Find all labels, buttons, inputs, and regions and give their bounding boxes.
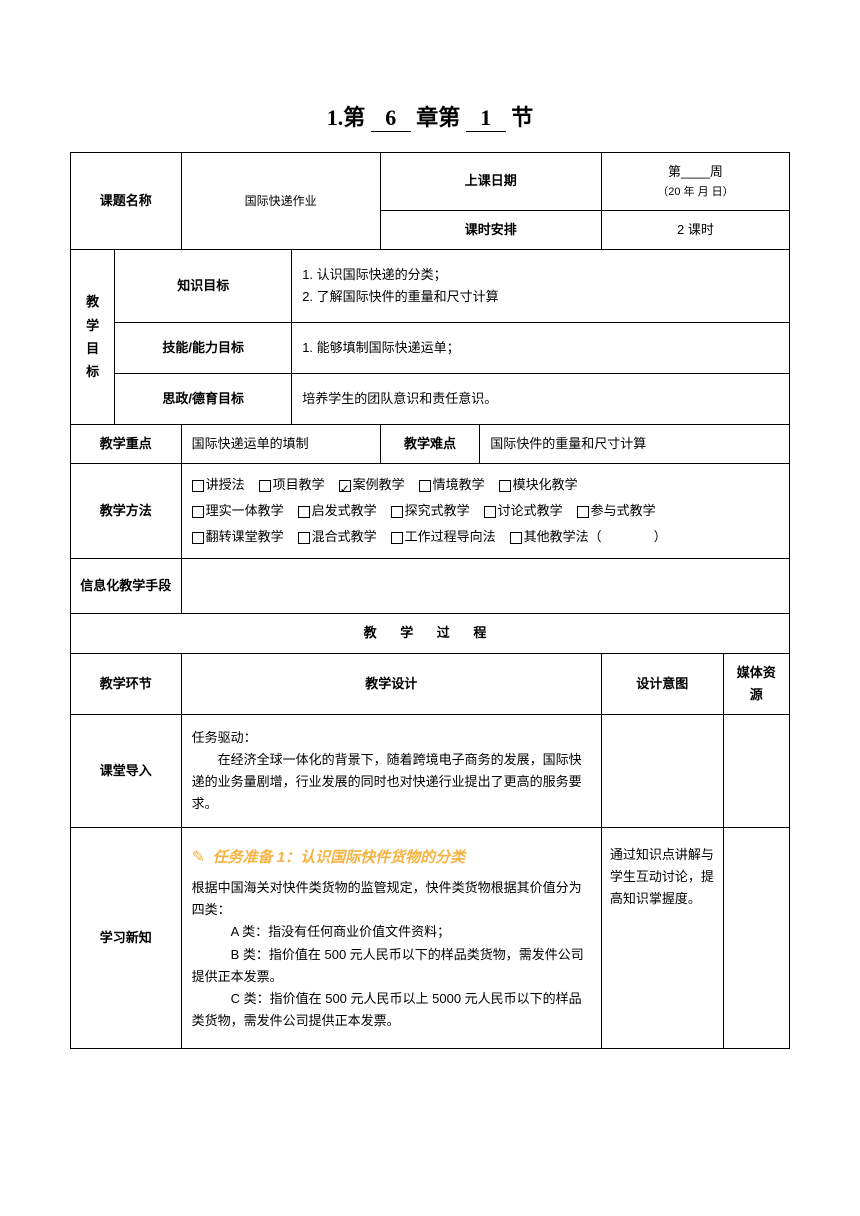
method-option: 讲授法 xyxy=(192,472,245,498)
learn-p3: B 类：指价值在 500 元人民币以下的样品类货物，需发件公司提供正本发票。 xyxy=(192,944,591,988)
col-intent: 设计意图 xyxy=(601,653,723,714)
method-option: 案例教学 xyxy=(339,472,405,498)
checkbox-icon xyxy=(339,480,351,492)
intro-media xyxy=(723,714,789,827)
method-text: 理实一体教学 xyxy=(206,503,284,518)
intro-content: 在经济全球一体化的背景下，随着跨境电子商务的发展，国际快递的业务量剧增，行业发展… xyxy=(192,749,591,815)
learn-p2: A 类：指没有任何商业价值文件资料； xyxy=(192,921,591,943)
info-content xyxy=(181,559,789,614)
moral-content: 培养学生的团队意识和责任意识。 xyxy=(292,374,790,425)
checkbox-icon xyxy=(298,532,310,544)
col-phase: 教学环节 xyxy=(71,653,182,714)
moral-label: 思政/德育目标 xyxy=(115,374,292,425)
page-title: 1.第 6 章第 1 节 xyxy=(70,100,790,132)
method-option: 讨论式教学 xyxy=(484,498,563,524)
date-label: 上课日期 xyxy=(380,153,601,211)
learn-p1: 根据中国海关对快件类货物的监管规定，快件类货物根据其价值分为四类： xyxy=(192,877,591,921)
checkbox-icon xyxy=(391,532,403,544)
checkbox-icon xyxy=(298,506,310,518)
checkbox-icon xyxy=(419,480,431,492)
skill-label: 技能/能力目标 xyxy=(115,323,292,374)
learn-label: 学习新知 xyxy=(71,828,182,1049)
method-text: 工作过程导向法 xyxy=(405,529,496,544)
method-text: 启发式教学 xyxy=(312,503,377,518)
skill-content: 1. 能够填制国际快递运单； xyxy=(292,323,790,374)
learn-p4: C 类：指价值在 500 元人民币以上 5000 元人民币以下的样品类货物，需发… xyxy=(192,988,591,1032)
knowledge-content: 1. 认识国际快递的分类； 2. 了解国际快件的重量和尺寸计算 xyxy=(292,249,790,322)
intro-design: 任务驱动： 在经济全球一体化的背景下，随着跨境电子商务的发展，国际快递的业务量剧… xyxy=(181,714,601,827)
method-text: 其他教学法（ ） xyxy=(524,529,667,544)
intro-task-label: 任务驱动： xyxy=(192,727,591,749)
info-label: 信息化教学手段 xyxy=(71,559,182,614)
method-text: 翻转课堂教学 xyxy=(206,529,284,544)
method-text: 讲授法 xyxy=(206,477,245,492)
difficulty-content: 国际快件的重量和尺寸计算 xyxy=(480,425,790,464)
method-option: 项目教学 xyxy=(259,472,325,498)
methods-label: 教学方法 xyxy=(71,464,182,559)
checkbox-icon xyxy=(484,506,496,518)
hours-value: 2 课时 xyxy=(601,210,789,249)
checkbox-icon xyxy=(510,532,522,544)
col-design: 教学设计 xyxy=(181,653,601,714)
method-option: 探究式教学 xyxy=(391,498,470,524)
method-option: 启发式教学 xyxy=(298,498,377,524)
learn-media xyxy=(723,828,789,1049)
learn-intent: 通过知识点讲解与学生互动讨论，提高知识掌握度。 xyxy=(601,828,723,1049)
method-option: 翻转课堂教学 xyxy=(192,524,284,550)
method-text: 项目教学 xyxy=(273,477,325,492)
date-value: 第____周 （20 年 月 日） xyxy=(601,153,789,211)
learn-design: ✎ 任务准备 1：认识国际快件货物的分类 根据中国海关对快件类货物的监管规定，快… xyxy=(181,828,601,1049)
knowledge-label: 知识目标 xyxy=(115,249,292,322)
method-text: 混合式教学 xyxy=(312,529,377,544)
method-option: 情境教学 xyxy=(419,472,485,498)
checkbox-icon xyxy=(259,480,271,492)
method-text: 参与式教学 xyxy=(591,503,656,518)
method-option: 混合式教学 xyxy=(298,524,377,550)
method-option: 其他教学法（ ） xyxy=(510,524,667,550)
lesson-plan-table: 课题名称 国际快递作业 上课日期 第____周 （20 年 月 日） 课时安排 … xyxy=(70,152,790,1049)
col-media: 媒体资源 xyxy=(723,653,789,714)
checkbox-icon xyxy=(192,532,204,544)
checkbox-icon xyxy=(391,506,403,518)
objectives-label: 教学目标 xyxy=(71,249,115,424)
checkbox-icon xyxy=(577,506,589,518)
method-option: 参与式教学 xyxy=(577,498,656,524)
methods-list: 讲授法 项目教学 案例教学 情境教学 模块化教学理实一体教学 启发式教学 探究式教学 讨论式教… xyxy=(181,464,789,559)
process-header: 教 学 过 程 xyxy=(71,614,790,653)
hours-label: 课时安排 xyxy=(380,210,601,249)
section-number: 1 xyxy=(466,105,506,132)
method-text: 探究式教学 xyxy=(405,503,470,518)
method-text: 案例教学 xyxy=(353,477,405,492)
focus-label: 教学重点 xyxy=(71,425,182,464)
method-text: 情境教学 xyxy=(433,477,485,492)
title-suffix: 节 xyxy=(511,105,533,130)
week-line: 第____周 xyxy=(612,161,779,183)
checkbox-icon xyxy=(499,480,511,492)
checkbox-icon xyxy=(192,480,204,492)
intro-intent xyxy=(601,714,723,827)
difficulty-label: 教学难点 xyxy=(380,425,480,464)
intro-label: 课堂导入 xyxy=(71,714,182,827)
method-text: 讨论式教学 xyxy=(498,503,563,518)
date-line: （20 年 月 日） xyxy=(612,183,779,202)
method-option: 模块化教学 xyxy=(499,472,578,498)
checkbox-icon xyxy=(192,506,204,518)
pencil-icon: ✎ xyxy=(192,844,205,871)
title-mid: 章第 xyxy=(416,105,460,130)
chapter-number: 6 xyxy=(371,105,411,132)
title-prefix: 1.第 xyxy=(327,105,366,130)
topic-label: 课题名称 xyxy=(71,153,182,250)
method-option: 理实一体教学 xyxy=(192,498,284,524)
topic-value: 国际快递作业 xyxy=(181,153,380,250)
focus-content: 国际快递运单的填制 xyxy=(181,425,380,464)
method-text: 模块化教学 xyxy=(513,477,578,492)
method-option: 工作过程导向法 xyxy=(391,524,496,550)
task-title: 任务准备 1：认识国际快件货物的分类 xyxy=(213,849,466,866)
